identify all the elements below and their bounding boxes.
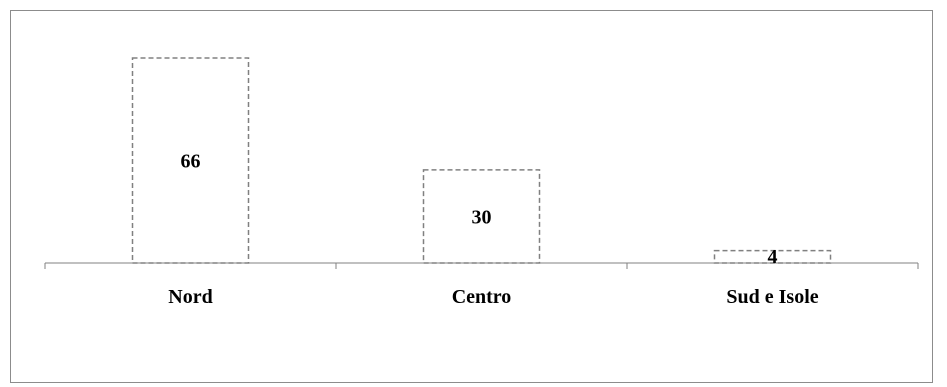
value-label: 66 — [181, 151, 201, 173]
category-label: Sud e Isole — [726, 286, 818, 308]
bar-nord — [131, 57, 250, 264]
value-label: 4 — [768, 246, 778, 268]
category-label: Nord — [168, 286, 212, 308]
bars-group — [131, 57, 832, 264]
category-labels-group: Nord Centro Sud e Isole — [168, 286, 818, 308]
value-label: 30 — [472, 206, 492, 228]
x-axis-ticks — [44, 263, 919, 269]
value-labels-group: 66 30 4 — [181, 151, 778, 269]
bar-centro — [422, 169, 541, 264]
category-label: Centro — [452, 286, 512, 308]
